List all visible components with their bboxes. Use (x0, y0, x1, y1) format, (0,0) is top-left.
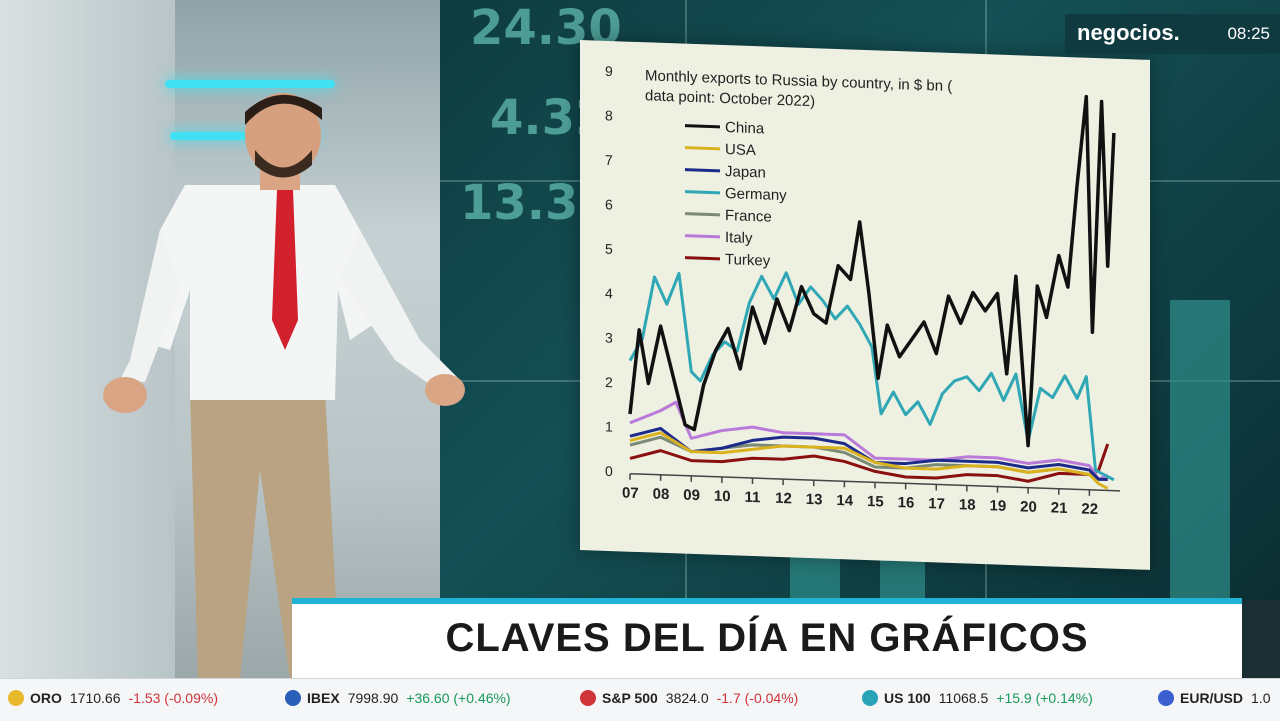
x-tick-label: 09 (683, 487, 700, 505)
x-tick-label: 17 (928, 495, 945, 513)
legend-swatch (685, 234, 720, 239)
legend-label: Italy (725, 229, 753, 247)
banner-title: CLAVES DEL DÍA EN GRÁFICOS (445, 616, 1089, 660)
ticker-name: EUR/USD (1180, 690, 1244, 706)
x-tick-label: 14 (836, 492, 853, 510)
ticker-item-sp500: S&P 500 3824.0 -1.7 (-0.04%) (580, 690, 798, 706)
series-line-china (628, 94, 1116, 448)
chart-subtitle: data point: October 2022) (645, 87, 815, 110)
x-tick-label: 12 (775, 490, 792, 508)
legend-label: USA (725, 141, 756, 159)
ticker-name: S&P 500 (602, 690, 658, 706)
clock: 08:25 (1227, 24, 1270, 43)
eurusd-icon (1158, 690, 1174, 706)
ticker-change: -1.53 (-0.09%) (128, 690, 218, 706)
lower-third-banner: CLAVES DEL DÍA EN GRÁFICOS (292, 598, 1242, 680)
x-tick-label: 07 (622, 484, 639, 502)
legend-label: Turkey (725, 251, 771, 270)
chart-panel: Monthly exports to Russia by country, in… (580, 40, 1150, 570)
ticker-item-oro: ORO 1710.66 -1.53 (-0.09%) (8, 690, 218, 706)
x-tick-label: 22 (1081, 501, 1098, 519)
y-tick-label: 8 (605, 107, 613, 123)
ticker-name: IBEX (307, 690, 340, 706)
ticker-item-eurusd: EUR/USD 1.0 (1158, 690, 1278, 706)
market-ticker: ORO 1710.66 -1.53 (-0.09%) IBEX 7998.90 +36.… (0, 678, 1280, 721)
legend-label: France (725, 207, 772, 226)
y-tick-label: 9 (605, 63, 613, 79)
y-tick-label: 3 (605, 330, 613, 346)
legend-swatch (685, 146, 720, 151)
ticker-item-us100: US 100 11068.5 +15.9 (+0.14%) (862, 690, 1093, 706)
ticker-name: US 100 (884, 690, 931, 706)
series-line-turkey (629, 443, 1110, 483)
exports-chart: Monthly exports to Russia by country, in… (605, 63, 1120, 519)
legend-swatch (685, 256, 720, 261)
y-tick-label: 2 (605, 374, 613, 390)
y-tick-label: 1 (605, 418, 613, 434)
neon-light (170, 132, 320, 140)
channel-logo: negocios. (1077, 20, 1180, 45)
ticker-change: +15.9 (+0.14%) (996, 690, 1093, 706)
x-tick-label: 19 (990, 497, 1007, 515)
x-tick-label: 13 (806, 491, 823, 509)
y-tick-label: 0 (605, 463, 613, 479)
ticker-item-ibex: IBEX 7998.90 +36.60 (+0.46%) (285, 690, 511, 706)
chart-legend: China USA Japan Germany France Italy Turkey (685, 119, 787, 270)
legend-swatch (685, 168, 720, 173)
legend-label: Germany (725, 185, 787, 204)
ticker-change: +36.60 (+0.46%) (406, 690, 511, 706)
ibex-icon (285, 690, 301, 706)
x-tick-label: 08 (653, 486, 670, 504)
ticker-value: 1.0 (1251, 690, 1271, 706)
x-tick-label: 11 (745, 489, 761, 507)
ticker-change: -1.7 (-0.04%) (716, 690, 799, 706)
legend-label: China (725, 119, 765, 137)
x-tick-label: 20 (1020, 498, 1037, 516)
presenter (103, 93, 465, 680)
series-line-usa (629, 431, 1109, 490)
x-tick-label: 16 (898, 494, 915, 512)
legend-swatch (685, 212, 720, 217)
series-line-japan (629, 426, 1108, 482)
ticker-value: 11068.5 (938, 690, 989, 706)
ticker-value: 3824.0 (665, 690, 709, 706)
gold-icon (8, 690, 24, 706)
x-tick-label: 21 (1051, 499, 1068, 517)
x-tick-label: 15 (867, 493, 884, 511)
x-tick-label: 10 (714, 488, 731, 506)
series-line-italy (629, 400, 1109, 481)
ticker-value: 7998.90 (347, 690, 399, 706)
channel-logo-bar: negocios. 08:25 (1065, 14, 1280, 54)
ticker-value: 1710.66 (69, 690, 121, 706)
legend-swatch (685, 124, 720, 129)
series-line-germany (628, 271, 1115, 482)
ticker-name: ORO (30, 690, 62, 706)
x-tick-label: 18 (959, 496, 976, 514)
chart-series-lines (628, 94, 1116, 490)
wall-decoration (1170, 300, 1230, 600)
y-tick-label: 7 (605, 152, 613, 168)
us100-icon (862, 690, 878, 706)
neon-light (165, 80, 335, 88)
y-tick-label: 4 (605, 285, 613, 301)
sp500-icon (580, 690, 596, 706)
legend-label: Japan (725, 163, 766, 181)
legend-swatch (685, 190, 720, 195)
y-tick-label: 6 (605, 196, 613, 212)
y-tick-label: 5 (605, 241, 613, 257)
